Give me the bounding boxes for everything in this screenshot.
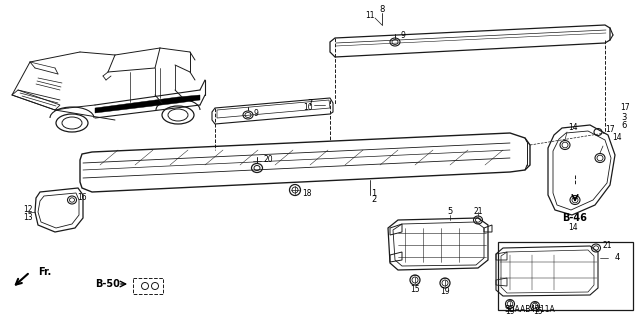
- Text: 16: 16: [77, 192, 87, 202]
- Text: 14: 14: [568, 224, 578, 233]
- Text: B-50: B-50: [95, 279, 120, 289]
- Text: 7: 7: [307, 99, 313, 108]
- Text: SDAAB4211A: SDAAB4211A: [504, 306, 556, 315]
- Bar: [133, 278, 163, 294]
- Text: 21: 21: [473, 207, 483, 217]
- Text: 3: 3: [621, 114, 627, 122]
- Text: 19: 19: [505, 308, 515, 316]
- Text: 8: 8: [380, 5, 385, 14]
- Text: 15: 15: [533, 308, 543, 316]
- Text: Fr.: Fr.: [38, 267, 51, 277]
- Polygon shape: [95, 95, 200, 113]
- Text: 14: 14: [568, 123, 578, 132]
- Text: 15: 15: [410, 286, 420, 294]
- Bar: [498, 242, 633, 310]
- Text: 13: 13: [23, 213, 33, 222]
- Text: B-46: B-46: [563, 213, 588, 223]
- Text: 17: 17: [620, 103, 630, 113]
- Text: 20: 20: [263, 155, 273, 165]
- Text: 6: 6: [621, 122, 627, 130]
- Text: 18: 18: [302, 189, 312, 197]
- Text: 4: 4: [614, 254, 620, 263]
- Text: 5: 5: [447, 207, 452, 217]
- Text: 11: 11: [365, 11, 375, 20]
- Text: 2: 2: [371, 195, 376, 204]
- Text: 19: 19: [440, 287, 450, 296]
- Text: 9: 9: [401, 32, 405, 41]
- Text: 10: 10: [303, 103, 313, 113]
- Text: 1: 1: [371, 189, 376, 197]
- Text: 9: 9: [253, 108, 259, 117]
- Text: 12: 12: [23, 205, 33, 214]
- Text: 14: 14: [612, 133, 622, 143]
- Text: 21: 21: [602, 241, 612, 250]
- Text: 17: 17: [605, 125, 615, 135]
